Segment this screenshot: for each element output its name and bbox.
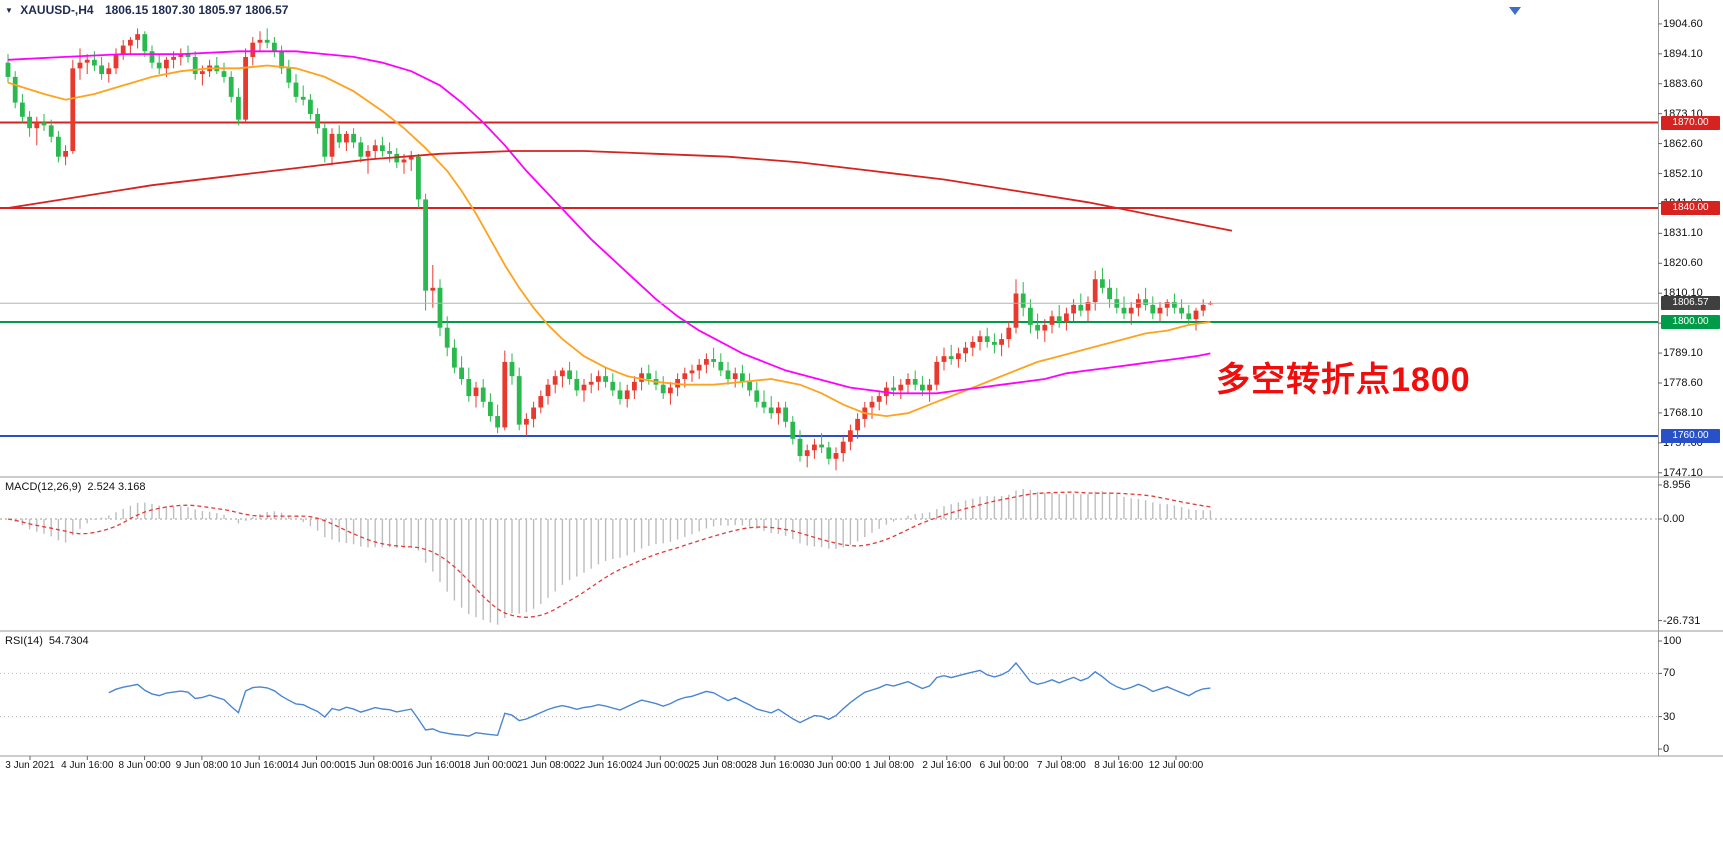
time-axis-label: 2 Jul 16:00	[922, 760, 972, 771]
horizontal-level-lines[interactable]	[0, 121, 1658, 437]
price-tick-label: 1831.10	[1663, 227, 1703, 240]
time-axis-label: 14 Jun 00:00	[287, 760, 346, 771]
macd-tick-label: 0.00	[1663, 513, 1685, 525]
price-level-badge: 1870.00	[1661, 115, 1720, 130]
time-axis-label: 7 Jul 08:00	[1036, 760, 1086, 771]
macd-values: 2.524 3.168	[87, 481, 146, 493]
time-axis-label: 1 Jul 08:00	[865, 760, 914, 771]
time-axis-label: 28 Jun 16:00	[745, 760, 804, 771]
price-tick-label: 1883.60	[1663, 77, 1703, 90]
fast-ma-line	[7, 64, 1211, 418]
rsi-tick-label: 0	[1663, 743, 1670, 755]
time-axis-label: 3 Jun 2021	[5, 760, 55, 771]
ohlc-values: 1806.15 1807.30 1805.97 1806.57	[104, 3, 289, 17]
time-axis-label: 21 Jun 08:00	[516, 760, 575, 771]
price-tick-label: 1789.10	[1663, 347, 1703, 360]
chart-annotation-text[interactable]: 多空转折点1800	[1216, 361, 1471, 399]
symbol-name: XAUUSD-,H4	[20, 3, 94, 17]
time-axis-label: 22 Jun 16:00	[574, 760, 632, 771]
time-axis-label: 30 Jun 00:00	[803, 760, 862, 771]
candlestick-series	[5, 28, 1213, 471]
chart-shift-marker-icon[interactable]	[1509, 7, 1521, 15]
symbol-ohlc-line: ▼ XAUUSD-,H4 1806.15 1807.30 1805.97 180…	[5, 3, 288, 17]
price-tick-label: 1810.10	[1663, 287, 1703, 300]
price-tick-label: 1852.10	[1663, 167, 1703, 180]
price-tick-label: 1862.60	[1663, 137, 1703, 150]
rsi-tick-label: 70	[1663, 667, 1676, 680]
time-axis-label: 4 Jun 16:00	[61, 760, 114, 771]
rsi-name: RSI(14)	[5, 635, 43, 647]
time-axis-label: 9 Jun 08:00	[175, 760, 229, 771]
time-axis-label: 10 Jun 16:00	[230, 760, 289, 771]
macd-indicator-title: MACD(12,26,9) 2.524 3.168	[5, 481, 146, 493]
current-price-badge: 1806.57	[1661, 296, 1720, 311]
macd-tick-label: -26.731	[1663, 614, 1701, 627]
rsi-value: 54.7304	[48, 635, 89, 647]
time-axis-label: 15 Jun 08:00	[344, 760, 403, 771]
time-axis-label: 16 Jun 16:00	[402, 760, 461, 771]
rsi-tick-label: 100	[1663, 635, 1682, 647]
time-axis-label: 24 Jun 00:00	[631, 760, 690, 771]
time-axis-label: 12 Jul 00:00	[1148, 760, 1204, 771]
price-tick-label: 1894.10	[1663, 47, 1703, 60]
price-level-badge: 1800.00	[1661, 315, 1720, 329]
time-axis-label: 6 Jul 00:00	[979, 760, 1029, 771]
rsi-panel	[0, 661, 1658, 737]
rsi-indicator-title: RSI(14) 54.7304	[5, 635, 89, 647]
medium-ma-line	[7, 50, 1211, 395]
symbol-dropdown-icon[interactable]: ▼	[5, 6, 13, 15]
time-axis-label: 18 Jun 00:00	[459, 760, 518, 771]
rsi-line	[108, 661, 1211, 737]
time-axis-label: 8 Jun 00:00	[118, 760, 171, 771]
slow-ma-line	[7, 150, 1233, 232]
time-axis-label: 8 Jul 16:00	[1094, 760, 1144, 771]
price-tick-label: 1747.10	[1663, 466, 1703, 479]
price-tick-label: 1768.10	[1663, 406, 1703, 419]
price-tick-label: 1820.60	[1663, 257, 1703, 270]
price-tick-label: 1778.60	[1663, 376, 1703, 389]
price-level-badge: 1840.00	[1661, 201, 1720, 215]
rsi-tick-label: 30	[1663, 710, 1676, 723]
price-tick-label: 1904.60	[1663, 17, 1703, 30]
price-level-badge: 1760.00	[1661, 429, 1720, 443]
time-axis-label: 25 Jun 08:00	[688, 760, 747, 771]
macd-panel	[0, 488, 1658, 625]
macd-name: MACD(12,26,9)	[5, 481, 82, 493]
macd-tick-label: 8.956	[1663, 478, 1691, 491]
